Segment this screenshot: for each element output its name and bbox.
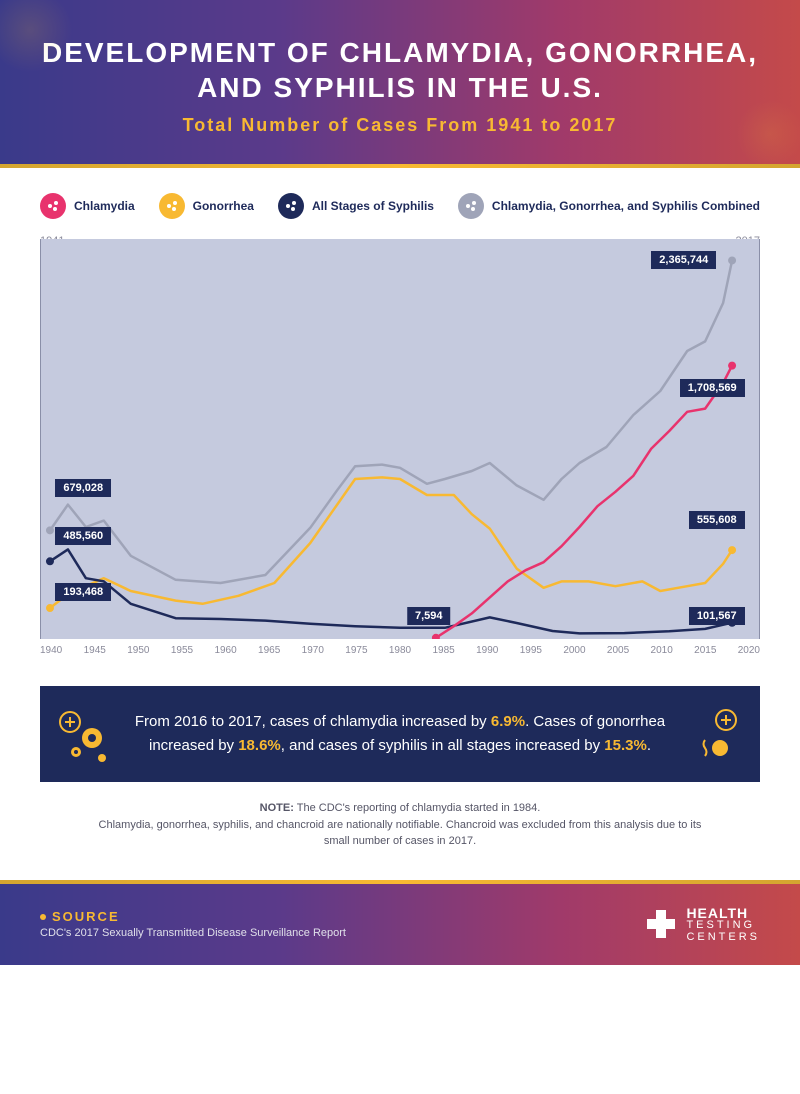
- legend-item: Gonorrhea: [159, 193, 254, 219]
- series-line: [50, 477, 732, 608]
- legend-icon: [40, 193, 66, 219]
- value-tag: 1,708,569: [680, 379, 745, 397]
- note-label: NOTE:: [260, 802, 294, 814]
- logo-text: HEALTH: [686, 906, 760, 921]
- highlight-value: 6.9%: [491, 713, 525, 730]
- callout-box: From 2016 to 2017, cases of chlamydia in…: [40, 686, 760, 782]
- x-axis: 1940 1945 1950 1955 1960 1965 1970 1975 1980 1985…: [40, 639, 760, 656]
- end-marker: [46, 604, 54, 612]
- series-line: [50, 261, 732, 584]
- main-title: DEVELOPMENT OF CHLAMYDIA, GONORRHEA, AND…: [40, 35, 760, 105]
- highlight-value: 15.3%: [604, 737, 647, 754]
- end-marker: [728, 362, 736, 370]
- value-tag: 485,560: [55, 527, 111, 545]
- infographic-root: DEVELOPMENT OF CHLAMYDIA, GONORRHEA, AND…: [0, 0, 800, 965]
- source-block: SOURCE CDC's 2017 Sexually Transmitted D…: [40, 909, 346, 939]
- end-marker: [46, 557, 54, 565]
- legend-icon: [278, 193, 304, 219]
- note-block: NOTE: The CDC's reporting of chlamydia s…: [40, 782, 760, 860]
- x-tick: 2015: [694, 645, 716, 656]
- source-text: CDC's 2017 Sexually Transmitted Disease …: [40, 927, 346, 939]
- x-tick: 1965: [258, 645, 280, 656]
- logo-text: CENTERS: [686, 931, 760, 943]
- value-tag: 2,365,744: [651, 251, 716, 269]
- series-line: [50, 549, 732, 633]
- logo-icon: [644, 907, 678, 941]
- value-tag: 679,028: [55, 479, 111, 497]
- x-tick: 1945: [84, 645, 106, 656]
- content-area: Chlamydia Gonorrhea All Stages of Syphilis…: [0, 168, 800, 880]
- value-tag: 101,567: [689, 607, 745, 625]
- x-tick: 1980: [389, 645, 411, 656]
- x-tick: 1955: [171, 645, 193, 656]
- x-tick: 1970: [302, 645, 324, 656]
- value-tag: 7,594: [407, 607, 451, 625]
- legend-label: All Stages of Syphilis: [312, 199, 434, 213]
- value-tag: 555,608: [689, 511, 745, 529]
- x-tick: 1995: [520, 645, 542, 656]
- source-label: SOURCE: [40, 909, 346, 924]
- value-tag: 193,468: [55, 583, 111, 601]
- legend-icon: [458, 193, 484, 219]
- x-tick: 2000: [563, 645, 585, 656]
- x-tick: 1990: [476, 645, 498, 656]
- end-marker: [728, 546, 736, 554]
- legend-icon: [159, 193, 185, 219]
- x-tick: 2010: [651, 645, 673, 656]
- legend-label: Chlamydia, Gonorrhea, and Syphilis Combi…: [492, 199, 760, 213]
- legend-item: Chlamydia, Gonorrhea, and Syphilis Combi…: [458, 193, 760, 219]
- x-tick: 1975: [345, 645, 367, 656]
- footer: SOURCE CDC's 2017 Sexually Transmitted D…: [0, 884, 800, 966]
- plus-icon: [690, 708, 740, 776]
- x-tick: 1950: [127, 645, 149, 656]
- logo: HEALTH TESTING CENTERS: [644, 906, 760, 944]
- callout-text: From 2016 to 2017, cases of chlamydia in…: [135, 713, 665, 754]
- note-line1: The CDC's reporting of chlamydia started…: [297, 802, 541, 814]
- end-marker: [46, 526, 54, 534]
- chart-svg: [41, 239, 759, 639]
- legend-item: All Stages of Syphilis: [278, 193, 434, 219]
- chart-legend: Chlamydia Gonorrhea All Stages of Syphilis…: [40, 193, 760, 219]
- x-tick: 2005: [607, 645, 629, 656]
- x-tick: 1960: [214, 645, 236, 656]
- header: DEVELOPMENT OF CHLAMYDIA, GONORRHEA, AND…: [0, 0, 800, 164]
- legend-item: Chlamydia: [40, 193, 135, 219]
- subtitle: Total Number of Cases From 1941 to 2017: [40, 115, 760, 136]
- chart-frame: 1941 2017 679,028485,560193,4687,5942,36…: [40, 239, 760, 656]
- x-tick: 1985: [432, 645, 454, 656]
- x-tick: 2020: [738, 645, 760, 656]
- x-tick: 1940: [40, 645, 62, 656]
- end-marker: [728, 256, 736, 264]
- chart-plot-area: 679,028 485,560 193,468 7,594 2,365,744 1,708…: [40, 239, 760, 639]
- legend-label: Chlamydia: [74, 199, 135, 213]
- highlight-value: 18.6%: [238, 737, 281, 754]
- plus-icon: [56, 708, 116, 776]
- legend-label: Gonorrhea: [193, 199, 254, 213]
- series-line: [436, 366, 732, 638]
- logo-text: TESTING: [686, 919, 755, 931]
- note-line2: Chlamydia, gonorrhea, syphilis, and chan…: [99, 819, 702, 848]
